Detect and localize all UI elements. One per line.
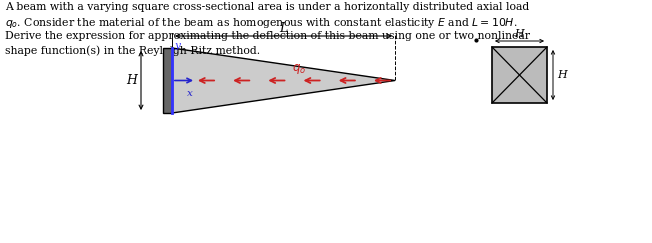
Text: y: y — [174, 41, 180, 50]
Polygon shape — [492, 47, 547, 103]
Text: $q_o$: $q_o$ — [292, 61, 306, 76]
Text: H: H — [126, 74, 137, 87]
Text: H: H — [514, 29, 524, 39]
Polygon shape — [163, 48, 172, 113]
Text: x: x — [187, 89, 193, 98]
Text: shape function(s) in the Reyleigh-Ritz method.: shape function(s) in the Reyleigh-Ritz m… — [5, 45, 260, 56]
Text: A beam with a varying square cross-sectional area is under a horizontally distri: A beam with a varying square cross-secti… — [5, 2, 529, 12]
Text: L: L — [279, 22, 288, 35]
Text: H: H — [557, 70, 567, 80]
Text: Derive the expression for approximating the deflection of this beam using one or: Derive the expression for approximating … — [5, 31, 530, 41]
Polygon shape — [172, 48, 395, 113]
Text: $q_o$. Consider the material of the beam as homogenous with constant elasticity : $q_o$. Consider the material of the beam… — [5, 17, 518, 31]
